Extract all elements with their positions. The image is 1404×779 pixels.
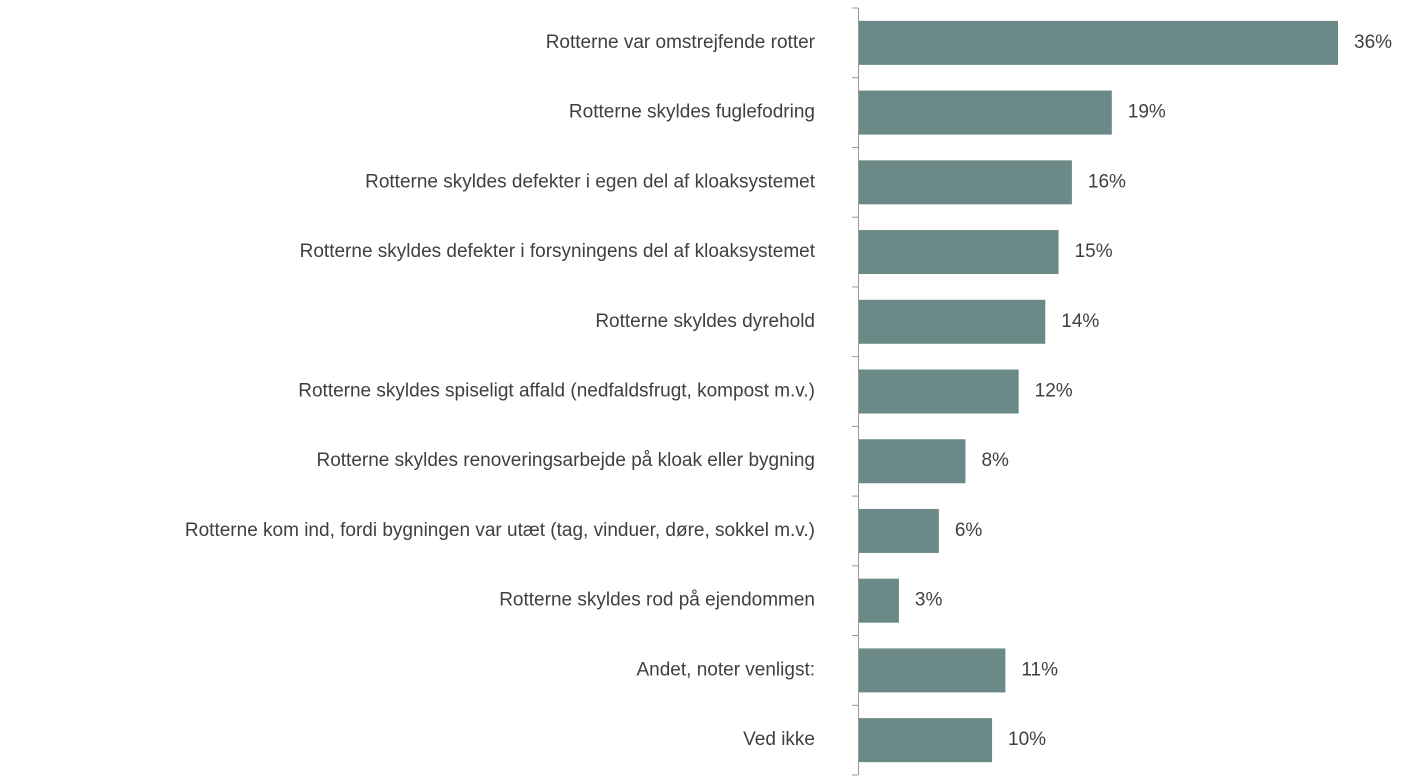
value-label: 10% [1008,729,1046,750]
category-label: Andet, noter venligst: [637,659,816,680]
value-label: 11% [1021,659,1058,680]
category-label: Rotterne skyldes dyrehold [595,311,815,332]
bar [859,718,993,763]
bar [859,160,1072,205]
category-label: Rotterne skyldes fuglefodring [569,102,815,123]
value-label: 36% [1354,32,1392,53]
category-label: Rotterne skyldes renoveringsarbejde på k… [316,450,815,471]
category-label: Ved ikke [743,729,815,750]
bar [859,439,966,484]
value-label: 3% [915,590,943,611]
bar [859,648,1006,693]
bar [859,508,939,553]
category-label: Rotterne skyldes defekter i egen del af … [365,171,816,192]
value-label: 6% [955,520,983,541]
category-label: Rotterne skyldes rod på ejendommen [499,590,815,611]
bar [859,90,1112,135]
value-label: 12% [1035,381,1073,402]
bar [859,20,1338,65]
category-label: Rotterne var omstrejfende rotter [546,32,816,53]
value-label: 15% [1075,241,1113,262]
category-label: Rotterne skyldes defekter i forsyningens… [300,241,816,262]
category-label: Rotterne skyldes spiseligt affald (nedfa… [298,381,815,402]
bar [859,230,1059,275]
value-label: 16% [1088,171,1126,192]
category-label: Rotterne kom ind, fordi bygningen var ut… [185,520,815,541]
bar [859,578,899,623]
bar [859,299,1046,344]
bar [859,369,1019,414]
value-label: 19% [1128,102,1166,123]
value-label: 14% [1061,311,1099,332]
value-label: 8% [981,450,1009,471]
